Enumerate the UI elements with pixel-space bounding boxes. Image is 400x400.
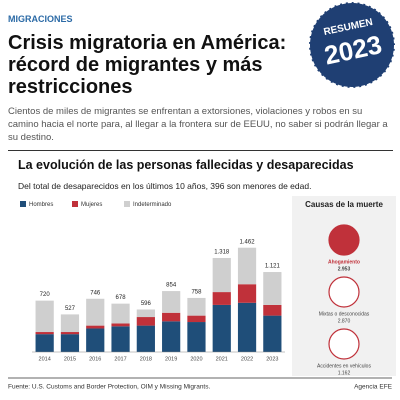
bar-segment [187, 297, 206, 316]
x-tick-label: 2019 [165, 356, 177, 362]
bar-segment [212, 257, 231, 293]
x-tick-label: 2023 [266, 356, 278, 362]
bar-segment [212, 292, 231, 305]
x-tick-label: 2016 [89, 356, 101, 362]
cause-value: 2.953 [338, 266, 351, 272]
bar-segment [187, 315, 206, 323]
chart-title: La evolución de las personas fallecidas … [18, 158, 354, 172]
bar-segment [162, 291, 181, 313]
cause-value: 2.870 [338, 318, 351, 324]
bar-segment [35, 334, 54, 352]
total-label: 1.462 [240, 239, 256, 245]
bar-segment [60, 334, 80, 352]
x-tick-label: 2014 [39, 356, 51, 362]
bar-segment [136, 325, 155, 352]
total-label: 527 [65, 306, 76, 312]
legend-swatch [72, 201, 78, 207]
bar-segment [136, 309, 155, 318]
bar-segment [263, 272, 282, 305]
bar-segment [60, 332, 80, 335]
bar-segment [111, 323, 130, 327]
bar-segment [86, 328, 105, 352]
bar-segment [237, 302, 257, 352]
total-label: 678 [116, 295, 127, 301]
badge: RESUMEN 2023 [308, 1, 396, 89]
legend-label: Mujeres [81, 202, 102, 208]
total-label: 854 [166, 283, 177, 289]
total-label: 720 [40, 292, 51, 298]
bar-segment [162, 312, 181, 322]
bar-segment [35, 332, 54, 335]
total-label: 596 [141, 301, 152, 307]
bar-segment [136, 317, 155, 326]
bar-segment [263, 315, 282, 352]
cause-label: Accidentes en vehículos [317, 363, 371, 369]
total-label: 1.121 [265, 264, 281, 270]
total-label: 758 [191, 290, 202, 296]
x-tick-label: 2022 [241, 356, 253, 362]
cause-label: Mixtas o desconocidas [319, 311, 370, 317]
total-label: 1.318 [214, 250, 230, 256]
legend-label: Indeterminado [133, 202, 172, 208]
cause-icon [328, 224, 360, 256]
bar-segment [263, 304, 282, 316]
legend-swatch [20, 201, 26, 207]
cause-icon [328, 276, 360, 308]
bar-segment [212, 304, 231, 352]
bar-segment [162, 321, 181, 352]
bar-segment [35, 300, 54, 333]
chart-subtitle: Del total de desaparecidos en los último… [18, 181, 312, 191]
bar-segment [60, 314, 80, 333]
bar-segment [111, 326, 130, 352]
bar-segment [111, 303, 130, 324]
bar-segment [237, 247, 257, 285]
x-tick-label: 2018 [140, 356, 152, 362]
legend-label: Hombres [29, 202, 53, 208]
x-tick-label: 2020 [190, 356, 202, 362]
x-tick-label: 2021 [216, 356, 228, 362]
x-tick-label: 2017 [114, 356, 126, 362]
bar-segment [237, 284, 257, 303]
cause-icon [328, 328, 360, 360]
headline: Crisis migratoria en América: récord de … [8, 32, 287, 98]
legend-swatch [124, 201, 130, 207]
bar-segment [187, 322, 206, 352]
credit: Agencia EFE [354, 384, 393, 391]
badge-circle [308, 1, 396, 89]
lead: Cientos de miles de migrantes se enfrent… [8, 106, 388, 143]
divider [8, 150, 393, 151]
section: MIGRACIONES [8, 14, 73, 24]
cause-value: 1.162 [338, 370, 351, 376]
x-tick-label: 2015 [64, 356, 76, 362]
bar-segment [86, 298, 105, 326]
causes-title: Causas de la muerte [305, 200, 383, 209]
bar-segment [86, 325, 105, 329]
cause-label: Ahogamiento [328, 259, 360, 265]
source: Fuente: U.S. Customs and Border Protecti… [8, 384, 210, 391]
total-label: 746 [90, 290, 101, 296]
